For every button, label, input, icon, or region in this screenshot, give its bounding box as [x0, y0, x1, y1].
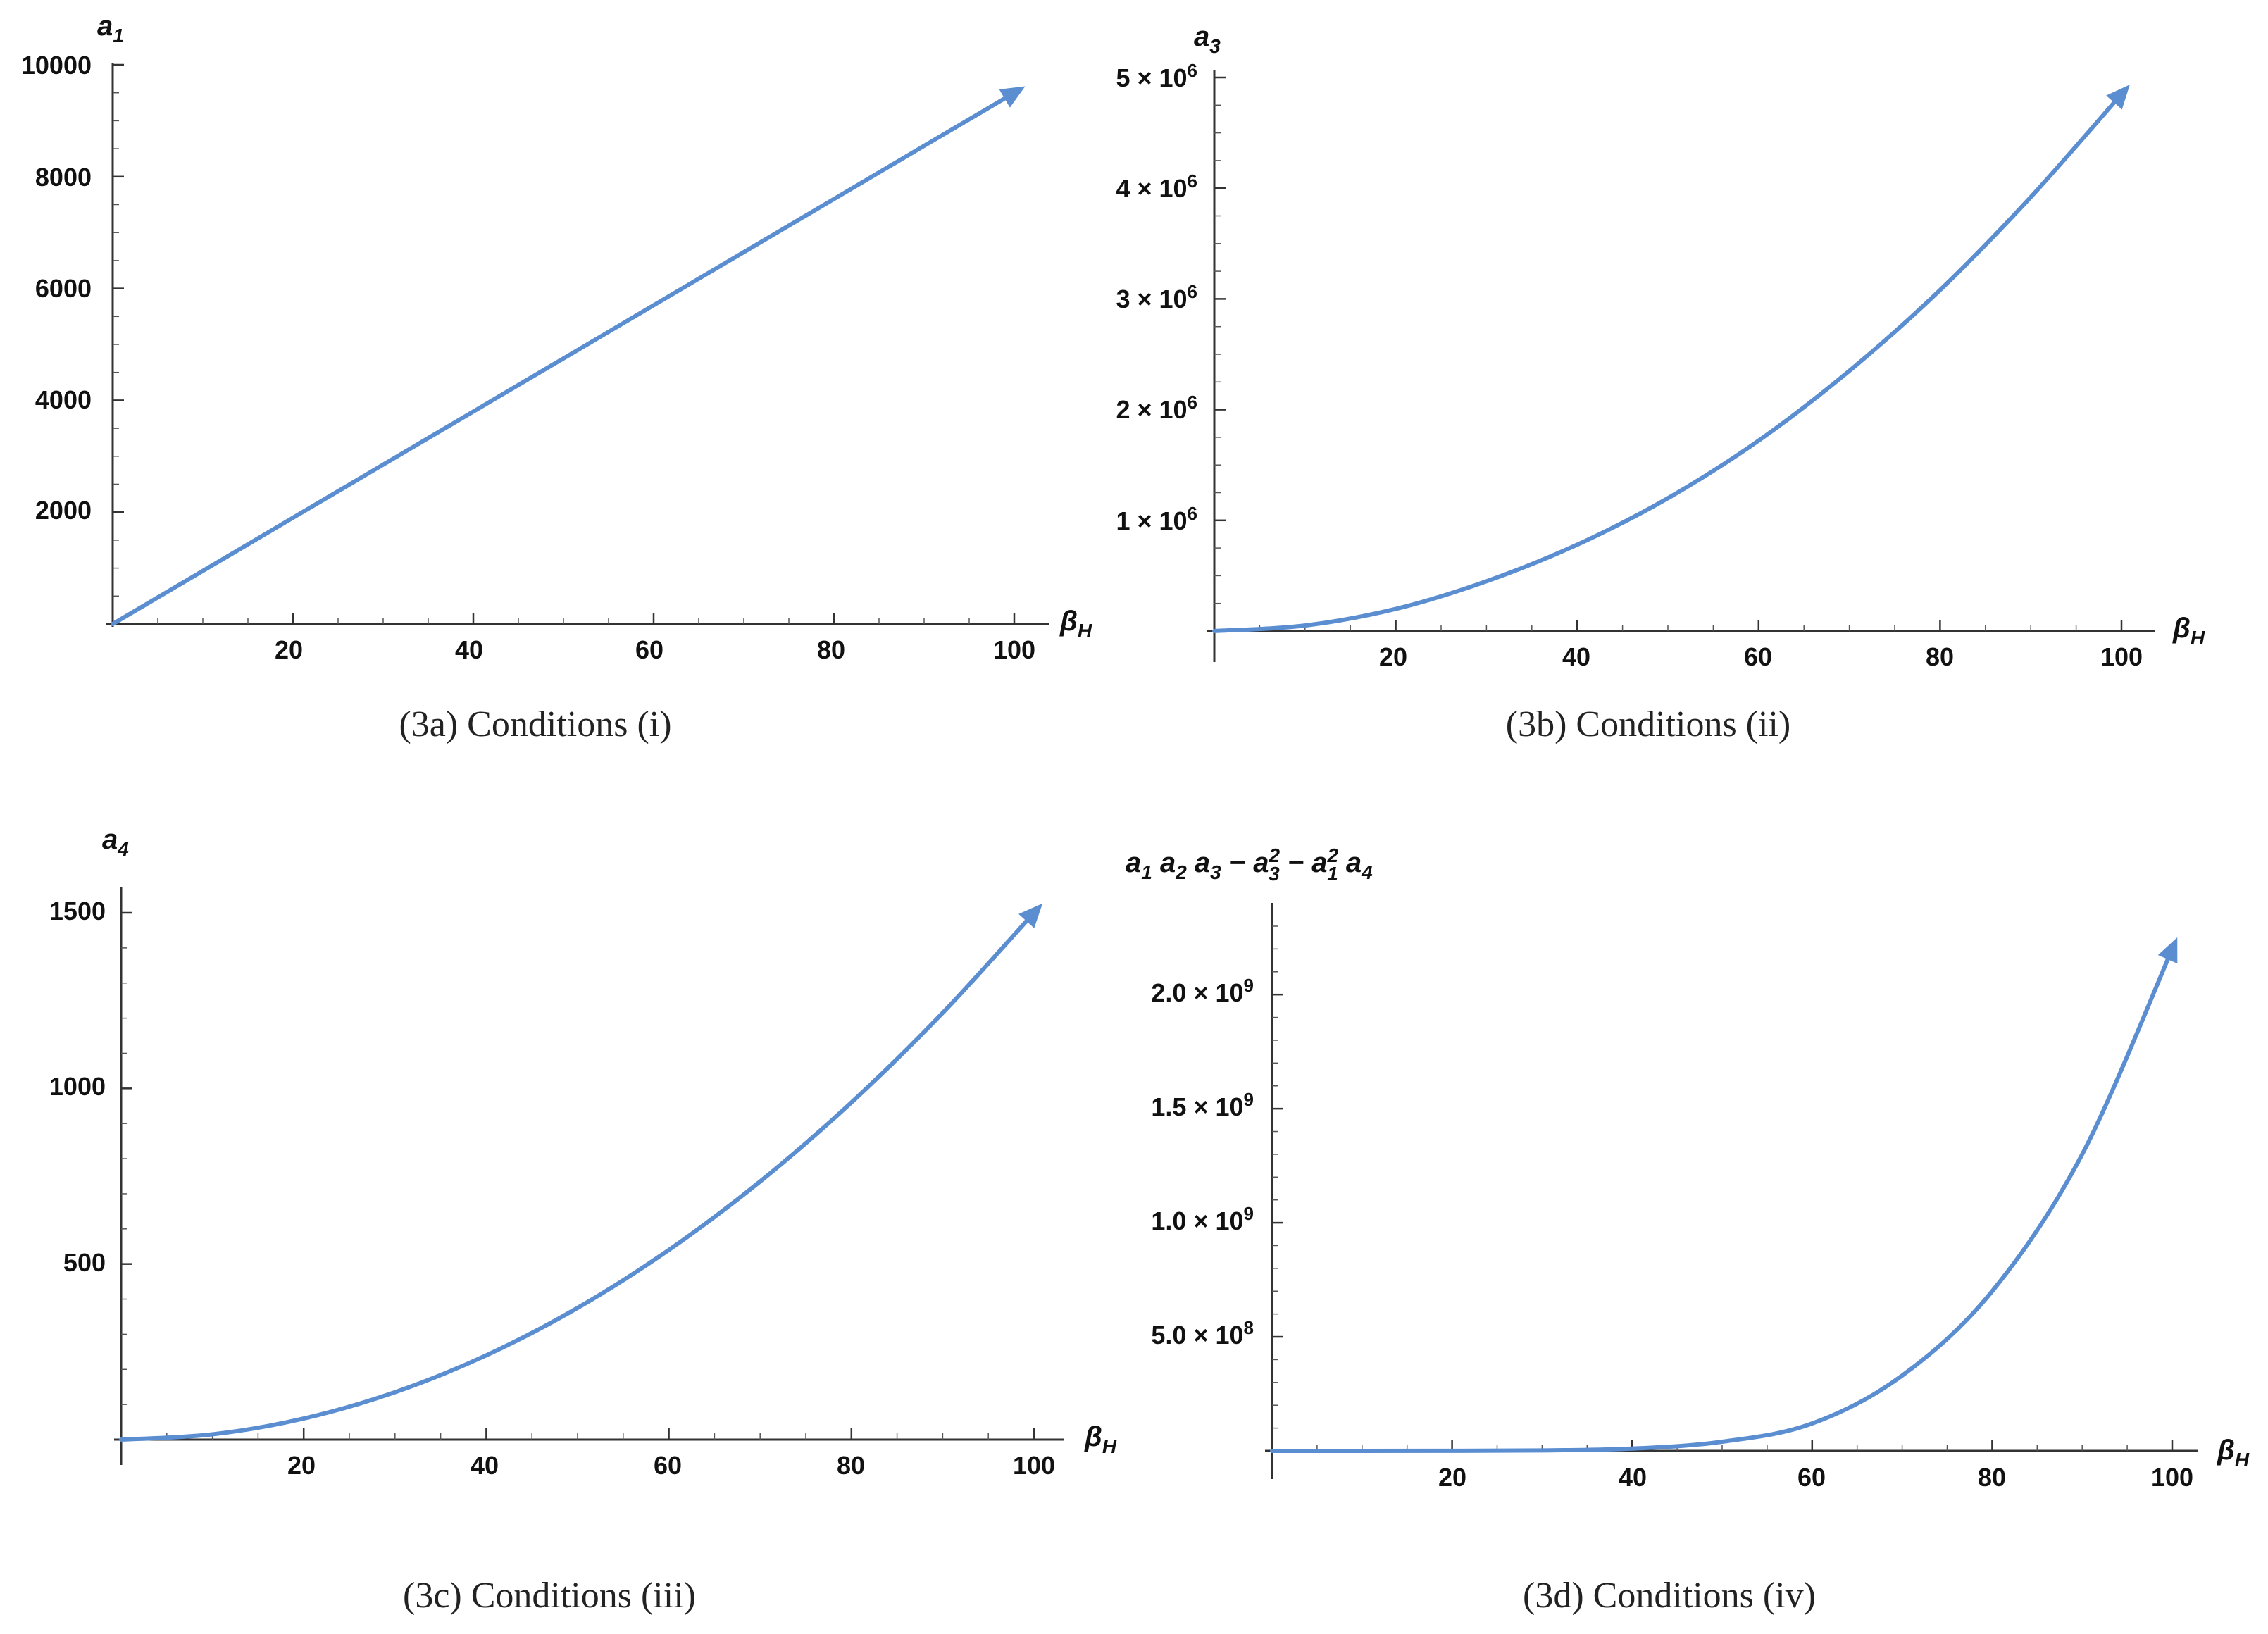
- series-line: [119, 911, 1036, 1442]
- series-line: [1212, 92, 2124, 633]
- x-tick-label: 80: [837, 1451, 865, 1480]
- panel-caption: (3a) Conditions (i): [399, 704, 671, 744]
- x-axis-label: βH: [1059, 606, 1092, 642]
- x-tick-label: 20: [1438, 1463, 1466, 1492]
- svg-text:2.0 × 109: 2.0 × 109: [1151, 975, 1254, 1007]
- series-arrowhead: [2106, 85, 2130, 110]
- x-tick-label: 100: [993, 635, 1035, 664]
- tick-marks: [1272, 925, 2174, 1451]
- series-arrowhead: [2157, 937, 2178, 964]
- y-tick-label: 10000: [21, 51, 92, 80]
- chart-panel-3c: a4 βH 20 40 60 80 100 500 1000 1500 (3c)…: [49, 824, 1117, 1616]
- chart-panel-3a: a1 βH 20 40 60 80 100 2000 4000 6000 800…: [21, 11, 1092, 744]
- x-tick-label: 60: [1744, 642, 1772, 671]
- y-tick-label: 1 × 106 2 × 106 3 × 106 4 × 106 5 × 106: [1116, 60, 1197, 535]
- y-tick-label: 5.0 × 108 1.0 × 109 1.5 × 109 2.0 × 109: [1151, 975, 1254, 1349]
- x-tick-label: 20: [275, 635, 303, 664]
- x-tick-label: 60: [1797, 1463, 1826, 1492]
- y-axis-label: a4: [102, 824, 129, 860]
- y-tick-label: 1500: [49, 897, 106, 925]
- x-tick-label: 40: [1562, 642, 1590, 671]
- x-axis-label: βH: [2217, 1435, 2250, 1471]
- series-line: [111, 90, 1016, 626]
- y-axis-label: a1: [97, 11, 124, 46]
- y-tick-label: 4000: [35, 385, 92, 414]
- panel-caption: (3c) Conditions (iii): [403, 1576, 696, 1616]
- svg-text:5 × 106: 5 × 106: [1116, 60, 1197, 92]
- series-arrowhead: [999, 86, 1026, 108]
- x-tick-label: 80: [1978, 1463, 2006, 1492]
- x-tick-label: 20: [287, 1451, 316, 1480]
- svg-text:1.0 × 109: 1.0 × 109: [1151, 1203, 1254, 1235]
- x-tick-label: 40: [471, 1451, 499, 1480]
- x-tick-label: 80: [817, 635, 845, 664]
- x-tick-label: 100: [2100, 642, 2143, 671]
- svg-text:3 × 106: 3 × 106: [1116, 281, 1197, 313]
- panel-caption: (3d) Conditions (iv): [1523, 1576, 1816, 1616]
- svg-text:4 × 106: 4 × 106: [1116, 170, 1197, 203]
- y-tick-label: 6000: [35, 274, 92, 303]
- chart-panel-3b: a3 βH 20 40 60 80 100 1 × 106 2 × 106 3 …: [1116, 21, 2205, 744]
- tick-marks: [1214, 76, 2123, 631]
- panel-caption: (3b) Conditions (ii): [1506, 704, 1790, 744]
- svg-text:5.0 × 108: 5.0 × 108: [1151, 1317, 1254, 1349]
- series-line: [1270, 947, 2174, 1453]
- y-tick-label: 8000: [35, 163, 92, 192]
- x-tick-label: 100: [1013, 1451, 1055, 1480]
- x-tick-label: 60: [635, 635, 663, 664]
- y-tick-label: 500: [63, 1248, 106, 1277]
- svg-text:2 × 106: 2 × 106: [1116, 392, 1197, 424]
- x-tick-label: 100: [2151, 1463, 2193, 1492]
- x-axis-label: βH: [2172, 613, 2205, 649]
- y-axis-label: a3: [1194, 21, 1221, 57]
- series-arrowhead: [1018, 903, 1043, 928]
- tick-marks: [113, 63, 1016, 624]
- tick-marks: [121, 911, 1035, 1440]
- y-axis-label: a1 a2 a3 − a2 3 − a2 1 a4: [1126, 844, 1373, 885]
- chart-panel-3d: a1 a2 a3 − a2 3 − a2 1 a4 βH 20 40 60 80 1…: [1126, 844, 2250, 1616]
- x-tick-label: 80: [1926, 642, 1954, 671]
- svg-text:1.5 × 109: 1.5 × 109: [1151, 1089, 1254, 1121]
- svg-text:1 × 106: 1 × 106: [1116, 503, 1197, 535]
- x-tick-label: 40: [1619, 1463, 1647, 1492]
- y-tick-label: 1000: [49, 1072, 106, 1101]
- x-tick-label: 60: [654, 1451, 682, 1480]
- x-tick-label: 20: [1379, 642, 1407, 671]
- x-tick-label: 40: [455, 635, 483, 664]
- x-axis-label: βH: [1084, 1421, 1117, 1457]
- y-tick-label: 2000: [35, 496, 92, 525]
